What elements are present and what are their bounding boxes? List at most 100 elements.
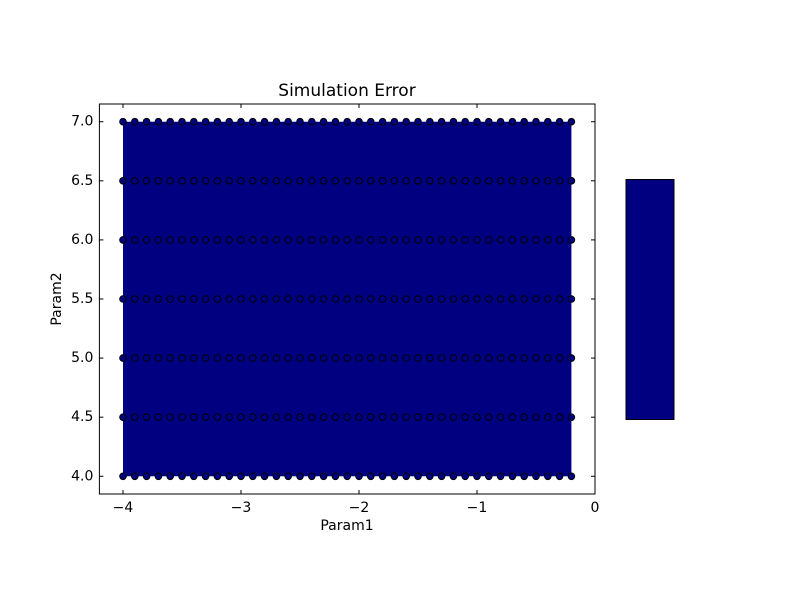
- scatter-point: [473, 472, 481, 481]
- scatter-point: [319, 413, 328, 421]
- scatter-point: [544, 295, 552, 303]
- scatter-point: [166, 236, 174, 244]
- scatter-point: [378, 413, 387, 421]
- scatter-point: [378, 236, 387, 244]
- colorbar: [625, 179, 675, 420]
- scatter-point: [555, 413, 564, 421]
- scatter-point: [390, 236, 399, 244]
- scatter-point: [142, 177, 151, 185]
- scatter-point: [237, 177, 245, 185]
- scatter-point: [532, 413, 540, 421]
- scatter-point: [308, 117, 316, 126]
- x-tick-label: −3: [231, 500, 252, 516]
- scatter-point: [367, 413, 375, 421]
- scatter-point: [496, 236, 505, 244]
- scatter-point: [414, 236, 422, 244]
- scatter-point: [402, 177, 411, 185]
- scatter-point: [343, 236, 352, 244]
- scatter-point: [378, 295, 387, 303]
- scatter-point: [119, 295, 127, 303]
- scatter-point: [378, 177, 387, 185]
- scatter-point: [378, 117, 387, 126]
- scatter-point: [367, 117, 375, 126]
- chart-title: Simulation Error: [278, 81, 415, 101]
- scatter-point: [473, 177, 481, 185]
- scatter-point: [249, 177, 257, 185]
- scatter-point: [260, 472, 269, 481]
- scatter-point: [555, 354, 564, 362]
- scatter-point: [402, 472, 411, 481]
- scatter-point: [496, 177, 505, 185]
- scatter-point: [461, 413, 470, 421]
- scatter-point: [142, 295, 151, 303]
- scatter-point: [343, 295, 352, 303]
- scatter-point: [213, 472, 222, 481]
- scatter-point: [544, 236, 552, 244]
- y-tick-label: 6.0: [71, 232, 93, 248]
- scatter-point: [166, 177, 174, 185]
- scatter-point: [319, 117, 328, 126]
- scatter-point: [260, 354, 269, 362]
- scatter-point: [178, 354, 186, 362]
- scatter-point: [496, 413, 505, 421]
- scatter-point: [449, 236, 458, 244]
- scatter-point: [343, 354, 352, 362]
- scatter-point: [414, 295, 422, 303]
- scatter-point: [426, 117, 434, 126]
- y-tick-label: 6.5: [71, 173, 93, 189]
- scatter-point: [225, 236, 233, 244]
- scatter-point: [414, 177, 422, 185]
- scatter-point: [272, 117, 281, 126]
- scatter-point: [496, 295, 505, 303]
- scatter-point: [567, 354, 576, 362]
- scatter-point: [449, 354, 458, 362]
- x-tick-label: 0: [591, 500, 600, 516]
- scatter-point: [390, 117, 399, 126]
- scatter-point: [532, 177, 540, 185]
- scatter-point: [414, 117, 422, 126]
- scatter-point: [296, 177, 304, 185]
- scatter-point: [225, 413, 233, 421]
- scatter-point: [343, 413, 352, 421]
- scatter-point: [142, 236, 151, 244]
- scatter-point: [284, 354, 293, 362]
- scatter-point: [237, 117, 245, 126]
- scatter-point: [567, 236, 576, 244]
- y-tick-label: 5.0: [71, 350, 93, 366]
- scatter-point: [402, 295, 411, 303]
- scatter-point: [308, 177, 316, 185]
- scatter-point: [272, 413, 281, 421]
- scatter-point: [508, 177, 517, 185]
- scatter-point: [296, 413, 304, 421]
- scatter-point: [555, 177, 564, 185]
- y-tick-label: 7.0: [71, 114, 93, 130]
- scatter-point: [555, 236, 564, 244]
- scatter-point: [178, 177, 186, 185]
- scatter-point: [272, 177, 281, 185]
- scatter-point: [355, 236, 363, 244]
- scatter-point: [331, 117, 340, 126]
- y-tick-label: 4.0: [71, 468, 93, 484]
- scatter-point: [355, 295, 363, 303]
- scatter-point: [555, 295, 564, 303]
- scatter-point: [237, 295, 245, 303]
- scatter-point: [343, 177, 352, 185]
- scatter-point: [225, 354, 233, 362]
- scatter-point: [331, 354, 340, 362]
- scatter-point: [319, 236, 328, 244]
- scatter-point: [166, 472, 174, 481]
- scatter-point: [213, 354, 222, 362]
- scatter-point: [142, 354, 151, 362]
- scatter-point: [308, 472, 316, 481]
- scatter-point: [426, 472, 434, 481]
- scatter-point: [142, 117, 151, 126]
- scatter-point: [390, 472, 399, 481]
- scatter-point: [355, 117, 363, 126]
- scatter-point: [532, 354, 540, 362]
- scatter-point: [260, 117, 269, 126]
- scatter-point: [284, 117, 293, 126]
- scatter-point: [390, 354, 399, 362]
- scatter-point: [437, 354, 446, 362]
- x-tick-label: −2: [349, 500, 370, 516]
